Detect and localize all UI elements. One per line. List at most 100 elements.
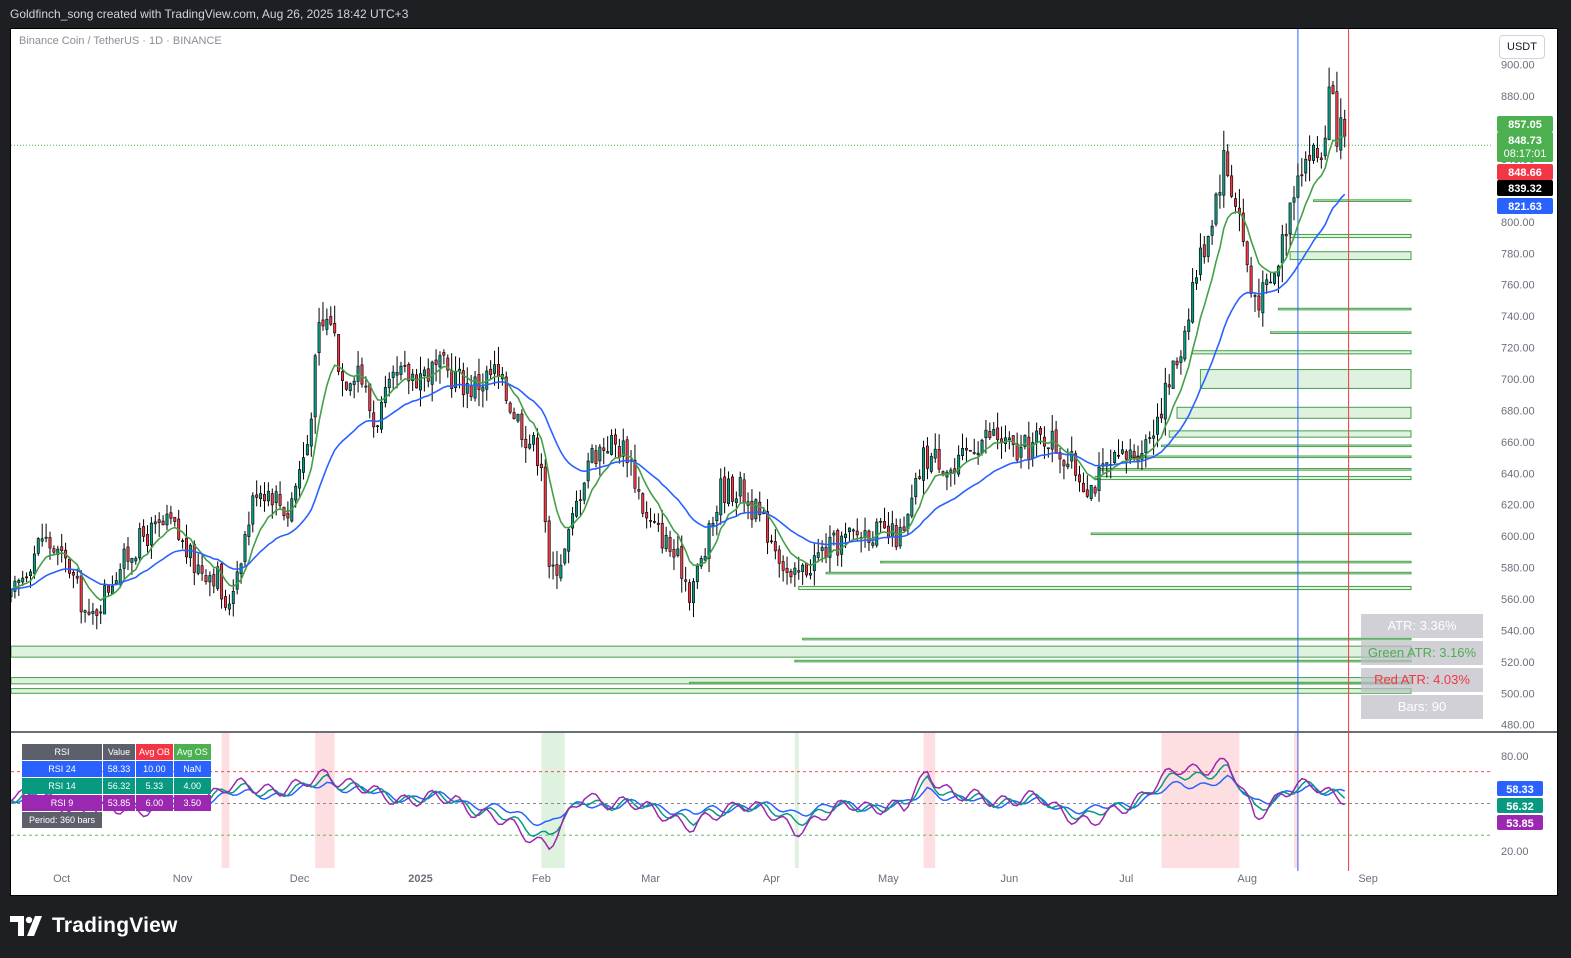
demand-zone — [798, 585, 1412, 591]
candle-down — [785, 567, 789, 573]
y-tick-label: 700.00 — [1501, 374, 1535, 386]
price-chart[interactable]: 900.00880.00860.00840.00820.00800.00780.… — [11, 29, 1558, 896]
candle-down — [637, 489, 641, 492]
candle-down — [68, 558, 71, 574]
candle-up — [153, 521, 157, 525]
candle-up — [567, 529, 571, 552]
y-tick-label: 520.00 — [1501, 657, 1535, 669]
candle-down — [75, 575, 79, 579]
x-tick-label: Jun — [1000, 873, 1018, 885]
candle-down — [937, 449, 941, 470]
candle-down — [126, 546, 130, 562]
candle-down — [71, 572, 75, 576]
candle-up — [1152, 435, 1156, 439]
candle-up — [1120, 449, 1124, 454]
candle-up — [516, 413, 520, 422]
candle-down — [157, 519, 161, 523]
demand-zone — [1199, 369, 1412, 389]
candle-down — [789, 571, 793, 578]
candle-up — [188, 544, 192, 559]
candle-up — [419, 373, 422, 391]
candle-up — [582, 482, 586, 501]
candle-down — [1319, 157, 1323, 160]
candle-up — [481, 386, 485, 392]
candle-up — [44, 536, 48, 539]
candle-up — [738, 477, 742, 497]
candle-up — [808, 573, 812, 576]
candle-up — [1023, 435, 1027, 447]
candle-up — [29, 571, 32, 576]
candle-up — [247, 524, 251, 537]
bars-label: Bars: 90 — [1361, 695, 1483, 719]
rsi24-value: 58.33 — [103, 761, 135, 777]
candle-down — [730, 476, 734, 502]
x-tick-label: Sep — [1358, 873, 1378, 885]
candle-up — [1296, 175, 1300, 198]
candle-up — [32, 553, 36, 574]
candle-down — [1046, 447, 1050, 450]
price-label-box — [1497, 180, 1553, 196]
candle-up — [399, 365, 403, 375]
price-label: 857.05 — [1508, 119, 1542, 131]
candle-down — [1027, 436, 1031, 460]
candle-up — [844, 533, 848, 538]
y-tick-label: 580.00 — [1501, 563, 1535, 575]
y-tick-label: 500.00 — [1501, 688, 1535, 700]
candle-up — [961, 448, 965, 456]
candle-down — [668, 537, 672, 552]
rsi-overbought-zone — [1161, 733, 1240, 868]
candle-down — [894, 525, 898, 548]
green-atr-label: Green ATR: 3.16% — [1361, 641, 1483, 665]
rsi9-ob: 6.00 — [136, 795, 173, 811]
rsi9-name: RSI 9 — [22, 795, 102, 811]
y-tick-label: 560.00 — [1501, 594, 1535, 606]
chart-area[interactable]: 900.00880.00860.00840.00820.00800.00780.… — [10, 28, 1558, 896]
candle-up — [847, 527, 851, 533]
rsi9-value: 53.85 — [103, 795, 135, 811]
x-tick-label: Apr — [763, 873, 780, 885]
demand-zone — [1129, 455, 1412, 459]
candle-down — [1159, 413, 1163, 419]
candle-up — [922, 447, 926, 481]
candle-up — [411, 373, 415, 382]
candle-down — [255, 494, 259, 498]
candle-up — [1265, 279, 1269, 285]
candle-up — [1089, 485, 1093, 499]
candle-up — [590, 448, 594, 463]
candle-up — [1292, 197, 1296, 203]
y-tick-label: 780.00 — [1501, 248, 1535, 260]
price-label: 848.66 — [1508, 167, 1542, 179]
demand-zone — [1168, 430, 1412, 438]
candle-up — [114, 580, 118, 585]
demand-zone — [1192, 350, 1412, 355]
chart-attribution: Goldfinch_song created with TradingView.… — [10, 7, 409, 21]
rsi-line-rsi14 — [11, 764, 1346, 838]
candle-up — [294, 485, 298, 501]
price-label: 821.63 — [1508, 201, 1542, 213]
currency-selector[interactable]: USDT — [1499, 35, 1545, 59]
price-label: 848.73 — [1508, 135, 1542, 147]
candle-down — [941, 471, 945, 475]
candle-down — [1078, 474, 1081, 483]
candle-down — [79, 575, 83, 613]
candle-up — [1222, 150, 1226, 196]
candle-up — [863, 530, 867, 537]
symbol-title: Binance Coin / TetherUS · 1D · BINANCE — [19, 35, 222, 47]
candle-down — [1241, 212, 1245, 242]
candle-down — [204, 575, 208, 583]
candle-down — [1343, 118, 1347, 137]
candle-up — [493, 364, 497, 374]
candle-up — [1214, 193, 1218, 225]
demand-zone — [825, 571, 1412, 575]
candle-up — [532, 435, 536, 445]
candle-up — [1191, 282, 1195, 323]
candle-down — [1015, 443, 1019, 461]
y-tick-label: 760.00 — [1501, 280, 1535, 292]
demand-zone — [689, 681, 1412, 685]
candle-down — [403, 364, 407, 367]
candle-up — [325, 318, 329, 330]
candle-down — [1011, 435, 1015, 445]
x-tick-label: Feb — [532, 873, 551, 885]
candle-up — [17, 579, 21, 583]
candle-up — [181, 540, 185, 542]
